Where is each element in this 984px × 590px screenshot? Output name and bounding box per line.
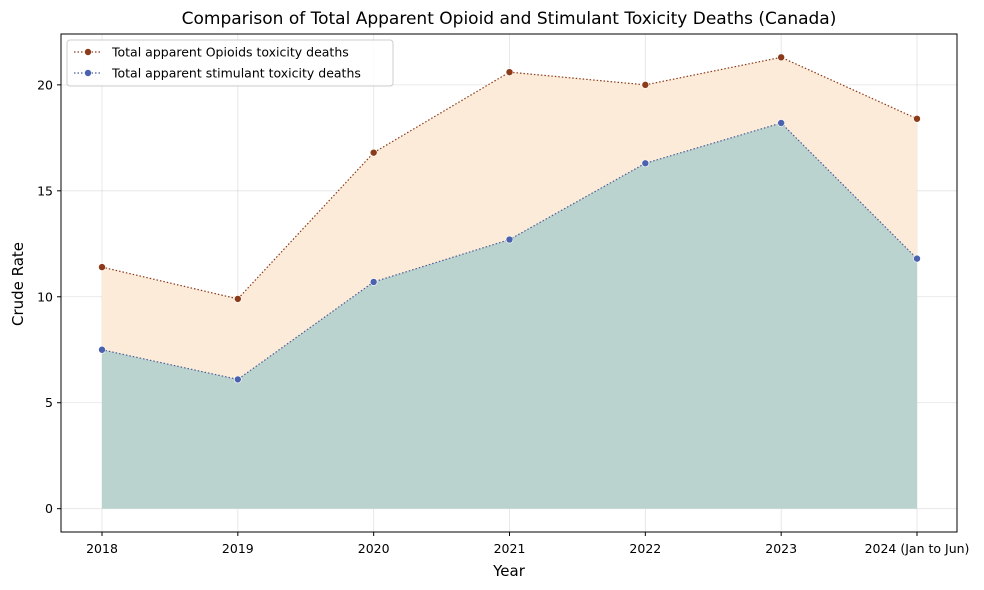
plot-area: 2018 2019 2020 2021 2022 2023 2024 (Jan to Jun… bbox=[37, 33, 970, 556]
y-tick-label: 20 bbox=[37, 77, 53, 92]
data-point bbox=[777, 53, 785, 62]
y-tick-label: 0 bbox=[45, 501, 53, 516]
x-tick-label: 2024 (Jan to Jun) bbox=[865, 541, 970, 556]
x-tick-label: 2018 bbox=[86, 541, 118, 556]
data-point bbox=[777, 119, 785, 127]
data-point bbox=[505, 68, 514, 76]
x-tick-label: 2023 bbox=[765, 541, 797, 556]
data-point bbox=[369, 278, 378, 286]
y-axis-label: Crude Rate bbox=[9, 242, 27, 326]
data-point bbox=[913, 254, 921, 263]
data-point bbox=[505, 235, 514, 244]
legend-marker bbox=[84, 69, 92, 77]
x-axis-label: Year bbox=[492, 562, 526, 580]
legend-marker bbox=[84, 48, 92, 56]
legend-entry: Total apparent stimulant toxicity deaths bbox=[111, 66, 361, 81]
series-area-2 bbox=[102, 123, 917, 509]
data-point bbox=[98, 263, 106, 271]
y-tick-label: 10 bbox=[37, 289, 53, 304]
legend-box bbox=[66, 39, 394, 87]
data-point bbox=[641, 81, 650, 89]
x-tick-label: 2020 bbox=[358, 541, 390, 556]
y-tick-label: 15 bbox=[37, 183, 53, 198]
x-tick-label: 2022 bbox=[629, 541, 661, 556]
x-tick-label: 2021 bbox=[494, 541, 526, 556]
data-point bbox=[234, 295, 242, 303]
data-point bbox=[234, 375, 242, 384]
chart-title: Comparison of Total Apparent Opioid and … bbox=[182, 9, 837, 29]
data-point bbox=[641, 159, 650, 168]
data-point bbox=[98, 345, 106, 354]
y-tick-label: 5 bbox=[45, 395, 53, 410]
data-point bbox=[913, 114, 921, 123]
legend: Total apparent Opioids toxicity deaths To… bbox=[66, 39, 394, 87]
legend-entry: Total apparent Opioids toxicity deaths bbox=[111, 45, 349, 60]
data-point bbox=[369, 148, 378, 157]
x-tick-label: 2019 bbox=[222, 541, 254, 556]
